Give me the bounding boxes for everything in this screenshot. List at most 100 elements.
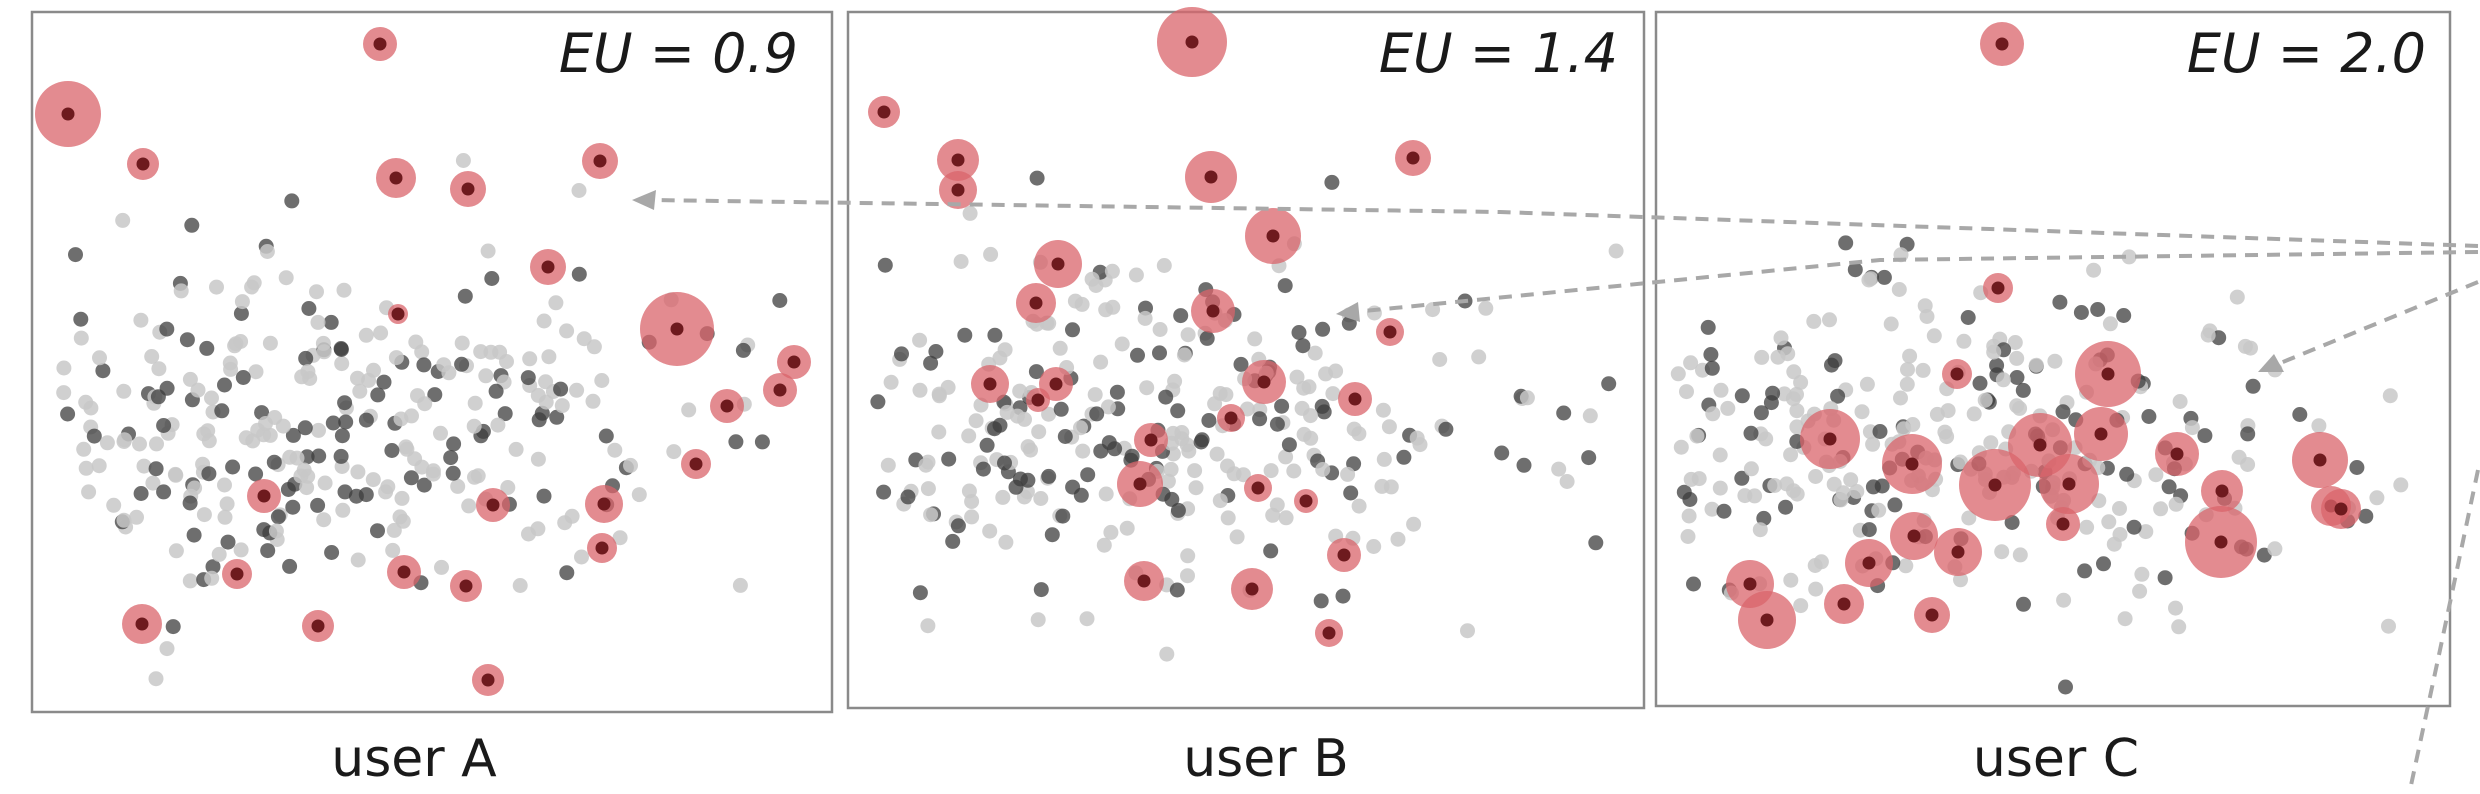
highlight-core [230, 567, 244, 581]
highlighted-points-a [35, 27, 811, 696]
data-point [1303, 430, 1319, 446]
highlight-core [1299, 494, 1313, 508]
data-point [1269, 416, 1285, 432]
data-point [1556, 405, 1572, 421]
data-point [1114, 336, 1130, 352]
data-point [220, 534, 236, 550]
data-point [1835, 485, 1851, 501]
data-point [536, 313, 552, 329]
data-point [246, 275, 262, 291]
data-point [187, 480, 203, 496]
data-point [2015, 382, 2031, 398]
data-point [1033, 582, 1049, 598]
highlight-core [2033, 438, 2047, 452]
panel-frame-a [30, 10, 834, 714]
data-point [1201, 413, 1217, 428]
data-point [541, 349, 557, 365]
data-point [1704, 360, 1720, 376]
highlight-core [1823, 432, 1837, 446]
data-point [2009, 350, 2025, 366]
data-point [1734, 470, 1750, 486]
highlight-core [2094, 427, 2108, 441]
data-point [2231, 449, 2247, 465]
data-point [1871, 502, 1887, 518]
data-point [941, 451, 957, 467]
data-point [478, 368, 494, 384]
data-point [233, 306, 249, 321]
data-point [1301, 379, 1317, 395]
data-point [1743, 461, 1759, 477]
data-point [334, 356, 350, 372]
data-point [987, 327, 1003, 343]
data-point [732, 577, 748, 593]
data-point [168, 543, 184, 559]
data-point [1883, 316, 1899, 332]
data-point [211, 546, 227, 562]
data-point [1057, 429, 1073, 444]
data-point [2141, 409, 2157, 424]
data-point [1033, 491, 1049, 506]
data-point [1756, 510, 1772, 526]
data-point [508, 441, 524, 457]
data-point [467, 469, 482, 485]
data-point [964, 509, 980, 525]
data-point [1432, 352, 1448, 367]
highlight-core [2170, 447, 2184, 461]
data-point [1265, 507, 1281, 523]
data-point [920, 481, 936, 497]
data-point [2112, 527, 2128, 542]
data-point [1180, 548, 1196, 564]
data-point [219, 496, 235, 512]
data-point [1065, 322, 1080, 338]
highlight-core [1383, 325, 1397, 339]
data-point [1983, 435, 1999, 451]
data-point [199, 340, 215, 356]
data-point [384, 443, 400, 458]
data-point [310, 314, 326, 330]
highlight-core [373, 37, 387, 51]
data-point [457, 288, 473, 304]
data-point [1286, 463, 1302, 479]
data-point [594, 373, 610, 388]
data-point [78, 460, 94, 476]
data-point [1703, 347, 1719, 362]
user-label-a: user A [331, 729, 497, 789]
data-point [870, 394, 886, 410]
data-point [1180, 568, 1195, 584]
data-point [2119, 466, 2135, 482]
highlight-core [1224, 411, 1238, 425]
data-point [1335, 588, 1351, 604]
data-point [56, 385, 72, 401]
data-point [450, 478, 466, 494]
data-point [217, 477, 232, 493]
highlight-core [1988, 478, 2002, 492]
data-point [549, 409, 565, 425]
data-point [285, 427, 301, 443]
data-point [883, 374, 899, 390]
data-point [1067, 293, 1083, 309]
data-point [1041, 406, 1057, 422]
data-point [268, 523, 284, 539]
data-point [392, 509, 408, 525]
data-point [1995, 372, 2011, 388]
data-point [196, 426, 212, 442]
data-point [196, 507, 212, 523]
data-point [1559, 474, 1575, 489]
data-point [248, 364, 264, 380]
data-point [520, 370, 536, 386]
data-point [159, 641, 175, 657]
data-point [1793, 598, 1809, 614]
data-point [497, 406, 513, 422]
data-point [466, 418, 482, 434]
data-point [1390, 531, 1406, 547]
data-point [512, 578, 528, 593]
arrow-head-a [632, 190, 656, 210]
data-point [1966, 406, 1982, 422]
data-point [335, 502, 351, 518]
data-point [500, 480, 516, 495]
data-point [358, 487, 374, 503]
data-point [1887, 497, 1903, 513]
data-point [1956, 333, 1972, 349]
data-point [132, 436, 147, 452]
